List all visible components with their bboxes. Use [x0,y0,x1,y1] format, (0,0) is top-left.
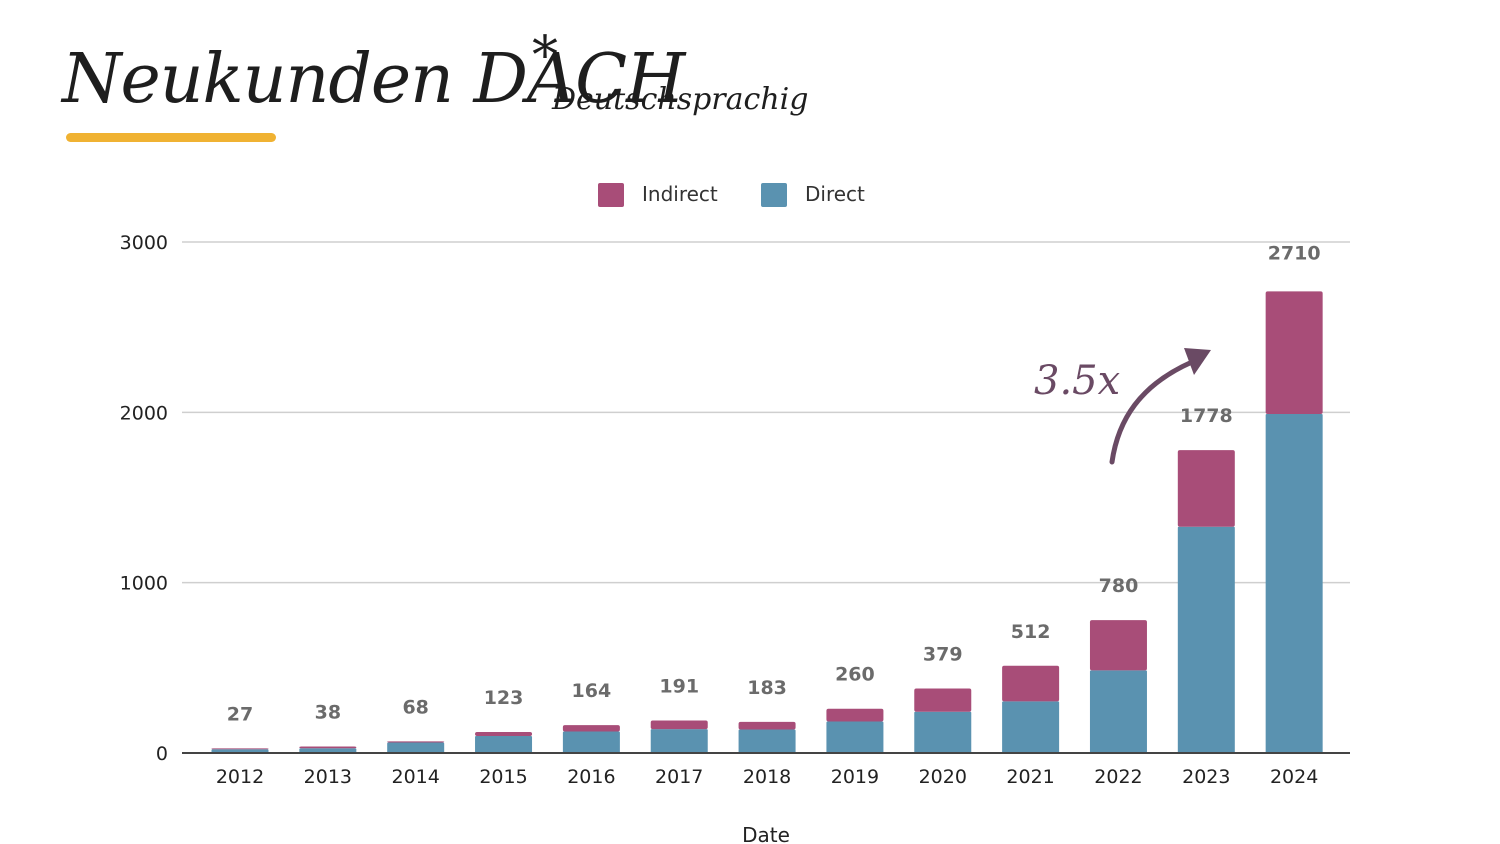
legend: Indirect Direct [598,182,865,207]
x-tick-label: 2013 [304,766,352,788]
x-tick-label: 2016 [567,766,615,788]
bar-indirect [826,708,884,722]
x-tick-label: 2024 [1270,766,1318,788]
total-label: 38 [315,702,341,724]
bars [211,291,1323,753]
legend-item-indirect-swatch [598,183,624,207]
bar-indirect [1177,450,1235,527]
total-label: 780 [1099,575,1139,597]
total-label: 379 [923,643,963,665]
legend-item-direct-label: Direct [805,182,865,206]
bar-indirect [562,725,620,732]
total-label: 1778 [1180,405,1233,427]
title-underline [66,133,276,142]
bar-direct [650,729,708,753]
total-label: 512 [1011,621,1051,643]
bar-indirect [211,748,269,750]
x-tick-label: 2017 [655,766,703,788]
bar-indirect [1002,665,1060,702]
bar-indirect [299,746,357,749]
annotation-arrow-head [1184,348,1211,375]
bar-indirect [650,720,708,730]
total-labels: 27 38 68 123 164 191 183 260 379 512 780 1778 2710 [227,242,1321,725]
x-axis-title: Date [742,823,790,844]
page-title: Neukunden DACH [62,40,685,119]
y-tick-label: 1000 [120,573,168,595]
bar-indirect [1265,291,1323,415]
total-label: 260 [835,664,875,686]
bar-indirect [1089,620,1147,671]
x-tick-label: 2022 [1094,766,1142,788]
bar-indirect [387,741,445,743]
y-tick-label: 0 [156,743,168,765]
bar-indirect [914,688,972,712]
grid-lines [182,241,1350,584]
total-label: 191 [659,675,699,697]
x-tick-label: 2021 [1006,766,1054,788]
bar-direct [299,748,357,753]
bar-direct [475,735,533,753]
total-label: 2710 [1268,242,1321,264]
y-axis-ticks: 0 1000 2000 3000 [120,232,168,765]
bar-indirect [738,721,796,730]
y-tick-label: 3000 [120,232,168,254]
page-subtitle: Deutschsprachig [552,82,809,117]
legend-item-direct-swatch [761,183,787,207]
bar-direct [1265,414,1323,753]
bar-direct [1089,670,1147,753]
bar-direct [738,729,796,753]
total-label: 183 [747,677,787,699]
x-tick-label: 2023 [1182,766,1230,788]
x-axis-ticks: 2012 2013 2014 2015 2016 2017 2018 2019 2020 2021… [216,766,1319,788]
bar-indirect [475,732,533,736]
total-label: 68 [402,696,428,718]
total-label: 164 [572,680,612,702]
bar-direct [562,731,620,753]
bar-direct [914,711,972,753]
title-block: Neukunden DACH * Deutschsprachig [62,26,808,119]
x-tick-label: 2018 [743,766,791,788]
x-tick-label: 2012 [216,766,264,788]
total-label: 27 [227,703,253,725]
x-tick-label: 2015 [479,766,527,788]
legend-item-indirect-label: Indirect [642,182,718,206]
title-asterisk: * [532,26,558,86]
growth-annotation: 3.5x [1034,348,1211,465]
x-tick-label: 2014 [392,766,440,788]
annotation-arrow-shaft [1109,359,1195,465]
y-tick-label: 2000 [120,402,168,424]
bar-direct [1002,701,1060,753]
total-label: 123 [484,687,524,709]
bar-direct [1177,526,1235,753]
x-tick-label: 2019 [831,766,879,788]
bar-direct [387,742,445,753]
x-tick-label: 2020 [919,766,967,788]
bar-direct [826,721,884,753]
annotation-text: 3.5x [1034,358,1120,404]
